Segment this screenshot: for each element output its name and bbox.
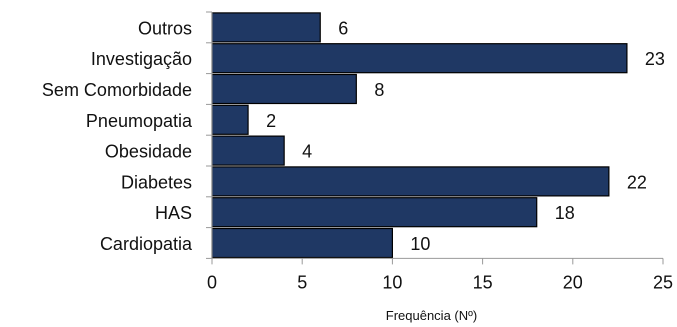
x-tick-label-10: 10 — [382, 272, 402, 292]
bars-group — [211, 12, 628, 259]
category-label-outros: Outros — [138, 18, 192, 38]
bar-investigacao — [211, 43, 628, 74]
data-label-obesidade: 4 — [302, 142, 312, 162]
data-label-cardiopatia: 10 — [410, 234, 430, 254]
x-tick-label-25: 25 — [653, 272, 673, 292]
category-labels-group: Outros Investigação Sem Comorbidade Pneumop… — [42, 18, 193, 254]
category-label-has: HAS — [155, 203, 192, 223]
x-tick-label-15: 15 — [473, 272, 493, 292]
category-label-cardiopatia: Cardiopatia — [100, 234, 193, 254]
bar-cardiopatia — [211, 227, 393, 259]
x-axis-title: Frequência (Nº) — [386, 308, 477, 323]
bar-pneumopatia — [211, 104, 249, 135]
category-label-sem-comorbidade: Sem Comorbidade — [42, 80, 192, 100]
bar-outros — [211, 12, 321, 43]
axes-group — [206, 11, 663, 259]
category-label-obesidade: Obesidade — [105, 142, 192, 162]
bar-diabetes — [211, 166, 610, 197]
x-tick-label-0: 0 — [207, 272, 217, 292]
bar-sem-comorbidade — [211, 73, 357, 105]
data-label-pneumopatia: 2 — [266, 111, 276, 131]
bar-has — [211, 197, 538, 228]
category-label-investigacao: Investigação — [91, 49, 192, 69]
data-label-outros: 6 — [338, 18, 348, 38]
data-labels-group: 6 23 8 2 4 22 18 10 — [266, 18, 665, 254]
x-tick-label-5: 5 — [297, 272, 307, 292]
x-ticks-group: 0 5 10 15 20 25 — [207, 258, 673, 292]
category-label-diabetes: Diabetes — [121, 172, 192, 192]
bar-obesidade — [211, 135, 285, 166]
data-label-investigacao: 23 — [645, 49, 665, 69]
category-label-pneumopatia: Pneumopatia — [86, 111, 193, 131]
x-tick-label-20: 20 — [563, 272, 583, 292]
data-label-has: 18 — [555, 203, 575, 223]
data-label-sem-comorbidade: 8 — [374, 80, 384, 100]
data-label-diabetes: 22 — [627, 172, 647, 192]
